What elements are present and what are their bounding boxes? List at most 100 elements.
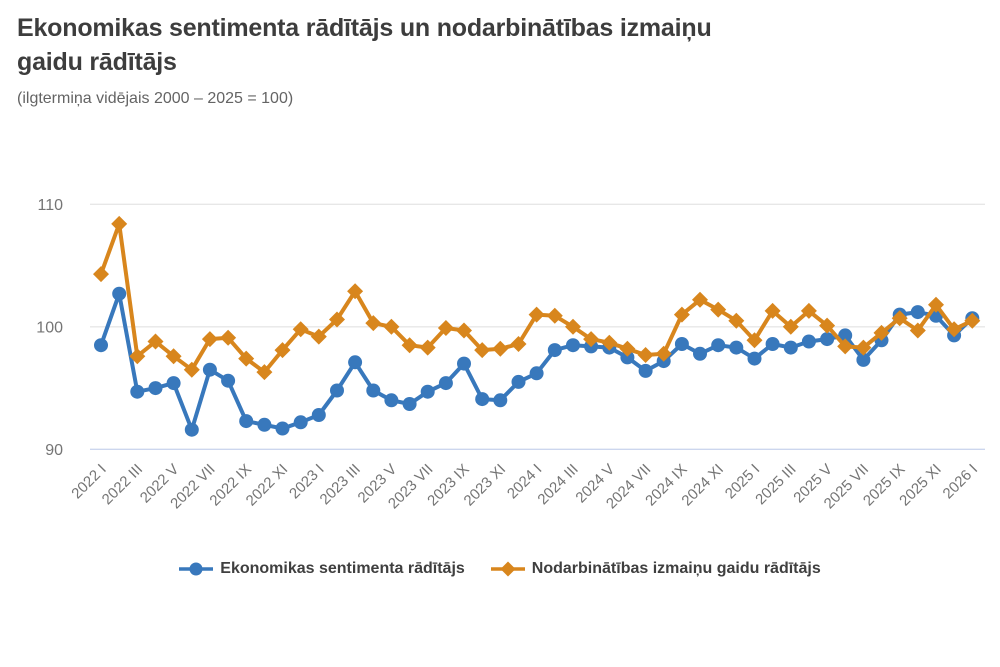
employment-point[interactable]: [347, 283, 364, 300]
esi-point[interactable]: [783, 340, 798, 355]
employment-point[interactable]: [310, 328, 327, 345]
esi-point[interactable]: [275, 421, 290, 436]
esi-point[interactable]: [910, 305, 925, 320]
esi-point[interactable]: [257, 417, 272, 432]
esi-point[interactable]: [366, 383, 381, 398]
esi-point[interactable]: [511, 374, 526, 389]
employment-point[interactable]: [111, 215, 128, 232]
esi-point[interactable]: [457, 356, 471, 371]
esi-point[interactable]: [820, 332, 835, 347]
esi-point[interactable]: [693, 346, 707, 361]
esi-point[interactable]: [856, 352, 871, 367]
employment-point[interactable]: [873, 324, 890, 341]
employment-point[interactable]: [456, 322, 472, 339]
legend-label-employment: Nodarbinātības izmaiņu gaidu rādītājs: [531, 560, 821, 577]
employment-point[interactable]: [329, 311, 345, 328]
employment-point[interactable]: [183, 361, 200, 378]
employment-point[interactable]: [93, 266, 109, 283]
employment-point[interactable]: [383, 318, 400, 335]
employment-point[interactable]: [274, 342, 291, 359]
esi-point[interactable]: [184, 422, 199, 437]
esi-point[interactable]: [420, 384, 435, 399]
esi-point[interactable]: [475, 392, 490, 407]
employment-point[interactable]: [764, 302, 781, 319]
employment-point[interactable]: [129, 348, 146, 365]
y-tick-label: 100: [36, 319, 63, 336]
esi-point[interactable]: [112, 286, 127, 301]
x-tick-label: 2023 III: [317, 461, 364, 508]
employment-point[interactable]: [401, 337, 418, 354]
employment-point[interactable]: [546, 307, 563, 324]
esi-point[interactable]: [674, 337, 689, 351]
employment-point[interactable]: [365, 315, 382, 332]
esi-point[interactable]: [747, 351, 762, 366]
esi-point[interactable]: [330, 383, 344, 398]
esi-point[interactable]: [166, 376, 181, 391]
employment-point[interactable]: [964, 312, 981, 329]
employment-point[interactable]: [238, 350, 255, 367]
employment-point[interactable]: [583, 331, 600, 348]
employment-point[interactable]: [782, 318, 799, 335]
employment-point[interactable]: [928, 296, 944, 313]
employment-point[interactable]: [419, 339, 436, 356]
esi-point[interactable]: [202, 362, 217, 377]
esi-point[interactable]: [438, 376, 453, 391]
employment-point[interactable]: [855, 339, 872, 356]
legend-label-esi: Ekonomikas sentimenta rādītājs: [220, 560, 465, 577]
employment-point[interactable]: [946, 321, 963, 338]
employment-point[interactable]: [909, 322, 926, 339]
esi-point[interactable]: [566, 338, 580, 353]
employment-point[interactable]: [147, 333, 164, 350]
esi-point[interactable]: [221, 373, 236, 388]
esi-point[interactable]: [620, 350, 635, 365]
esi-point[interactable]: [765, 337, 780, 351]
esi-point[interactable]: [529, 366, 544, 381]
esi-point[interactable]: [384, 393, 399, 408]
employment-point[interactable]: [528, 306, 545, 323]
esi-point[interactable]: [293, 415, 308, 430]
esi-point[interactable]: [402, 397, 417, 411]
employment-point[interactable]: [891, 310, 908, 327]
employment-point[interactable]: [819, 317, 836, 334]
esi-point[interactable]: [348, 355, 363, 370]
employment-point[interactable]: [673, 306, 690, 323]
esi-point[interactable]: [838, 328, 853, 343]
employment-point[interactable]: [510, 336, 527, 352]
employment-point[interactable]: [746, 332, 763, 349]
esi-point[interactable]: [239, 414, 254, 429]
esi-point[interactable]: [311, 408, 326, 422]
employment-point[interactable]: [601, 334, 618, 351]
employment-point[interactable]: [565, 318, 581, 335]
employment-point[interactable]: [256, 364, 273, 381]
esi-point[interactable]: [638, 363, 653, 378]
employment-point[interactable]: [201, 331, 218, 348]
employment-point[interactable]: [474, 342, 491, 359]
esi-point[interactable]: [547, 343, 562, 358]
employment-point[interactable]: [220, 329, 237, 346]
employment-point[interactable]: [728, 312, 745, 329]
esi-point[interactable]: [801, 334, 816, 349]
page-title: Ekonomikas sentimenta rādītājs un nodarb…: [17, 12, 937, 79]
employment-legend-marker-icon: [490, 561, 525, 577]
employment-point[interactable]: [292, 321, 309, 338]
legend-item-employment[interactable]: Nodarbinātības izmaiņu gaidu rādītājs: [490, 560, 821, 578]
employment-point[interactable]: [692, 291, 708, 308]
esi-point[interactable]: [148, 381, 163, 396]
employment-point[interactable]: [165, 348, 182, 365]
legend-item-esi[interactable]: Ekonomikas sentimenta rādītājs: [179, 560, 465, 578]
esi-point[interactable]: [729, 340, 744, 355]
employment-point[interactable]: [800, 302, 817, 319]
esi-point[interactable]: [130, 384, 145, 399]
page-title-line1: Ekonomikas sentimenta rādītājs un nodarb…: [17, 14, 712, 42]
employment-point[interactable]: [710, 301, 727, 318]
employment-point[interactable]: [637, 347, 654, 363]
employment-point[interactable]: [655, 345, 672, 362]
employment-point[interactable]: [837, 338, 854, 355]
employment-point[interactable]: [492, 340, 509, 357]
esi-point[interactable]: [711, 338, 726, 353]
employment-point[interactable]: [619, 340, 636, 357]
esi-point[interactable]: [94, 338, 108, 353]
esi-point[interactable]: [493, 393, 508, 408]
employment-point[interactable]: [437, 320, 454, 336]
